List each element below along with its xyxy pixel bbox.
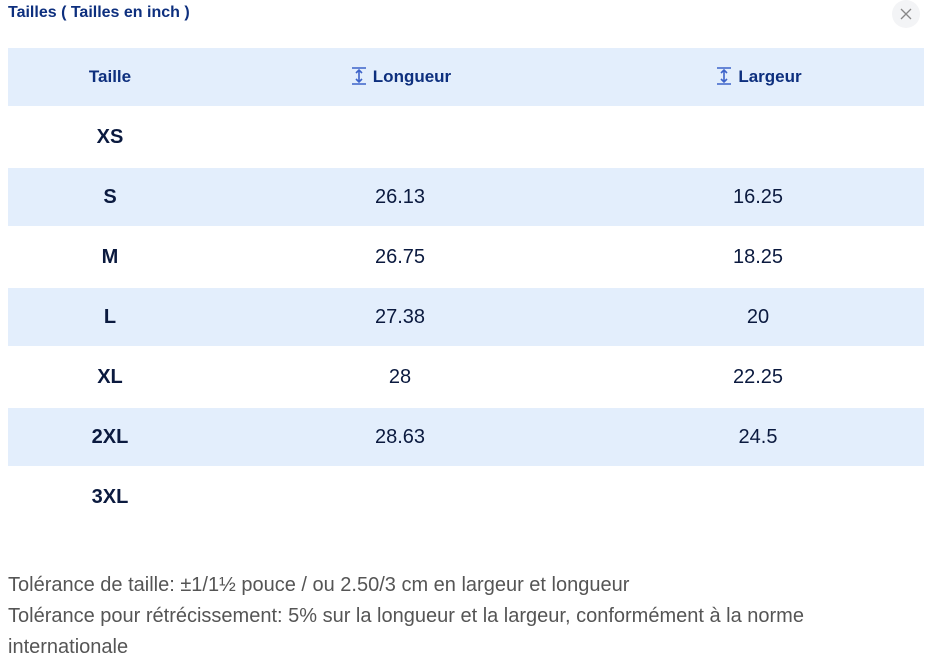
measure-cell: 26.75: [374, 246, 426, 268]
note: Tolérance pour rétrécissement: 5% sur la…: [8, 605, 804, 658]
close-button[interactable]: [892, 0, 920, 28]
size-cell: 3XL: [91, 486, 129, 508]
measure-cell: 28: [388, 366, 412, 388]
size-cell: XL: [97, 366, 123, 388]
table-row: XL 28 22.25: [8, 348, 924, 406]
size-cell: 2XL: [91, 426, 129, 448]
table-row: XS: [8, 108, 924, 166]
modal-title: Tailles ( Tailles en inch ): [8, 4, 190, 21]
size-cell: M: [101, 246, 119, 268]
column-header-text: Largeur: [738, 67, 802, 86]
measure-cell: 28.63: [374, 426, 426, 448]
measure-cell: 18.25: [732, 246, 784, 268]
size-cell: S: [103, 186, 117, 208]
measure-cell: 22.25: [732, 366, 784, 388]
measure-cell: 26.13: [374, 186, 426, 208]
table-row: 2XL 28.63 24.5: [8, 408, 924, 466]
close-icon: [900, 8, 912, 20]
table-row: M 26.75 18.25: [8, 228, 924, 286]
table-row: 3XL: [8, 468, 924, 526]
measure-cell: 20: [746, 306, 770, 328]
note: Tolérance de taille: ±1/1½ pouce / ou 2.…: [8, 574, 630, 596]
column-header: Longueur: [300, 48, 500, 106]
header-row: Taille Longueur Largeur: [8, 48, 924, 106]
column-header-text: Taille: [88, 67, 132, 86]
measure-cell: 27.38: [374, 306, 426, 328]
table-row: S 26.13 16.25: [8, 168, 924, 226]
measure-icon: [351, 67, 366, 85]
column-header-text: Longueur: [372, 67, 452, 86]
column-header: Largeur: [658, 48, 858, 106]
size-cell: XS: [96, 126, 124, 148]
notes: Tolérance de taille: ±1/1½ pouce / ou 2.…: [8, 570, 918, 663]
measure-icon: [717, 67, 732, 85]
column-header: Taille: [8, 48, 212, 106]
measure-cell: 16.25: [732, 186, 784, 208]
size-cell: L: [103, 306, 117, 328]
table-row: L 27.38 20: [8, 288, 924, 346]
measure-cell: 24.5: [738, 426, 778, 448]
